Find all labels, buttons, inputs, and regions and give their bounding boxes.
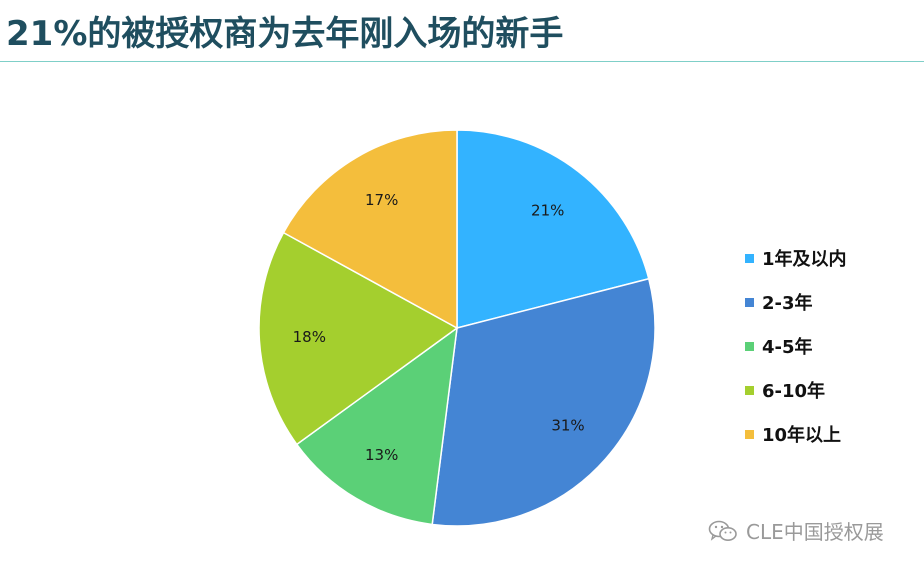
watermark-text: CLE中国授权展 — [746, 520, 884, 544]
legend-swatch — [745, 429, 754, 439]
legend-label: 10年以上 — [762, 425, 842, 446]
legend-item-3: 6-10年 — [745, 368, 847, 412]
legend-swatch — [745, 341, 754, 351]
title-divider — [0, 61, 924, 62]
pie-slice-1 — [431, 277, 656, 527]
pie-slice-4 — [282, 129, 458, 330]
legend-item-4: 10年以上 — [745, 412, 847, 456]
legend-swatch — [745, 297, 754, 307]
legend-label: 4-5年 — [762, 337, 813, 358]
legend-label: 1年及以内 — [762, 249, 847, 270]
pie-slice-0 — [456, 129, 650, 329]
page-title: 21%的被授权商为去年刚入场的新手 — [6, 14, 564, 54]
slice-label-3: 18% — [293, 328, 326, 346]
legend-swatch — [745, 385, 754, 395]
legend-swatch — [745, 253, 754, 263]
slice-label-2: 13% — [365, 446, 398, 464]
watermark: CLE中国授权展 — [708, 516, 884, 545]
slice-label-4: 17% — [365, 191, 398, 209]
legend-item-1: 2-3年 — [745, 280, 847, 324]
slice-label-0: 21% — [531, 202, 564, 220]
pie-slice-2 — [295, 326, 458, 526]
pie-slice-3 — [258, 231, 459, 446]
chart-legend: 1年及以内 2-3年 4-5年 6-10年 10年以上 — [745, 236, 847, 456]
wechat-icon — [708, 520, 737, 541]
slice-label-1: 31% — [551, 416, 584, 434]
legend-item-2: 4-5年 — [745, 324, 847, 368]
legend-label: 2-3年 — [762, 293, 813, 314]
legend-item-0: 1年及以内 — [745, 236, 847, 280]
legend-label: 6-10年 — [762, 381, 826, 402]
